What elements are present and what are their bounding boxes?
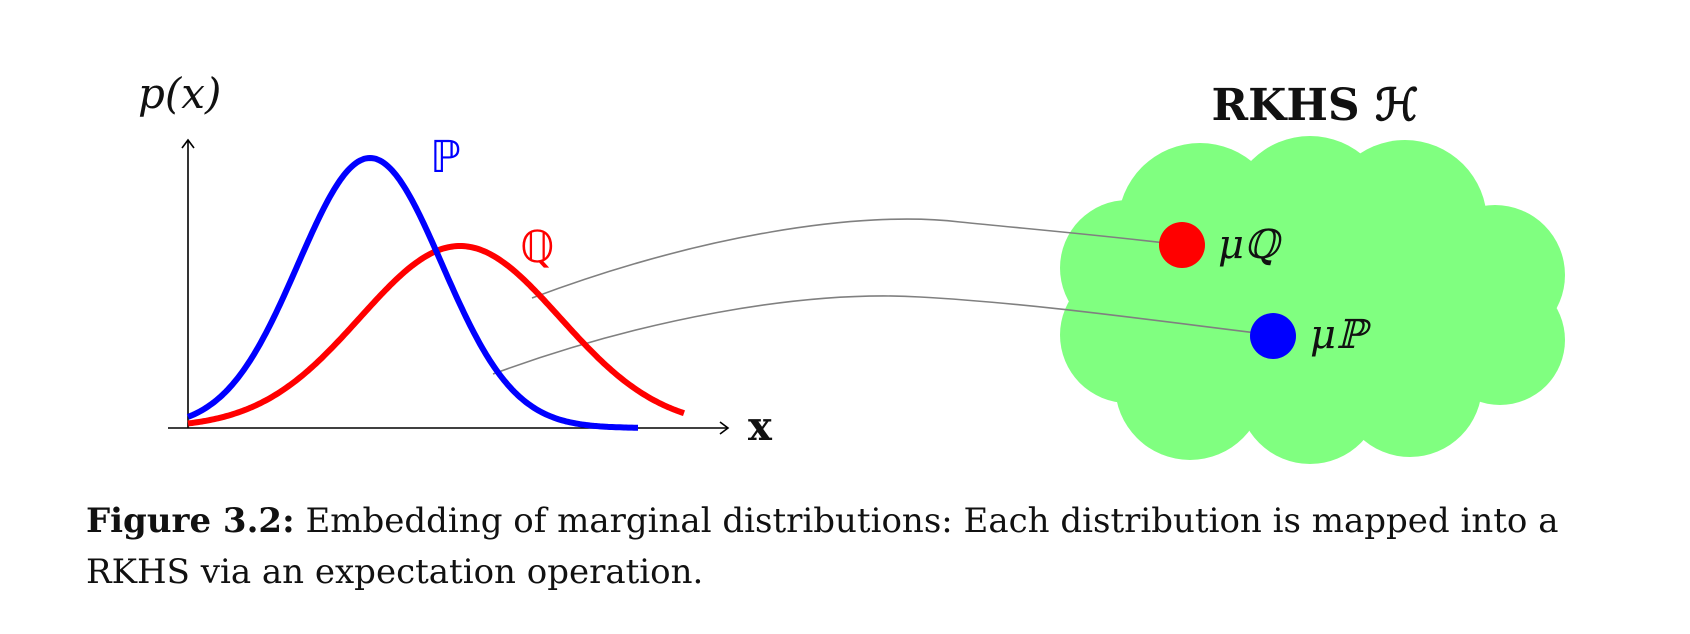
q-curve-label: ℚ xyxy=(520,222,555,273)
y-axis-arrowhead xyxy=(181,138,195,149)
connector-p xyxy=(492,295,1274,375)
caption-text: Embedding of marginal distributions: Eac… xyxy=(86,501,1559,592)
rkhs-title: RKHS ℋ xyxy=(1212,80,1419,131)
axes xyxy=(168,138,730,435)
connector-q xyxy=(531,218,1183,299)
mu-q-label: μℚ xyxy=(1218,222,1283,268)
x-axis-arrowhead xyxy=(719,421,730,435)
y-axis-label: p(x) xyxy=(138,69,221,118)
mu-p-label: μℙ xyxy=(1310,312,1372,358)
rkhs-cloud xyxy=(1060,136,1565,464)
mu-q-point xyxy=(1159,222,1205,268)
x-axis-label: x xyxy=(748,403,773,450)
p-distribution-curve xyxy=(186,154,638,431)
figure-caption: Figure 3.2: Embedding of marginal distri… xyxy=(86,496,1646,598)
p-curve-label: ℙ xyxy=(430,132,461,183)
caption-label: Figure 3.2: xyxy=(86,501,295,541)
mu-p-point xyxy=(1250,313,1296,359)
